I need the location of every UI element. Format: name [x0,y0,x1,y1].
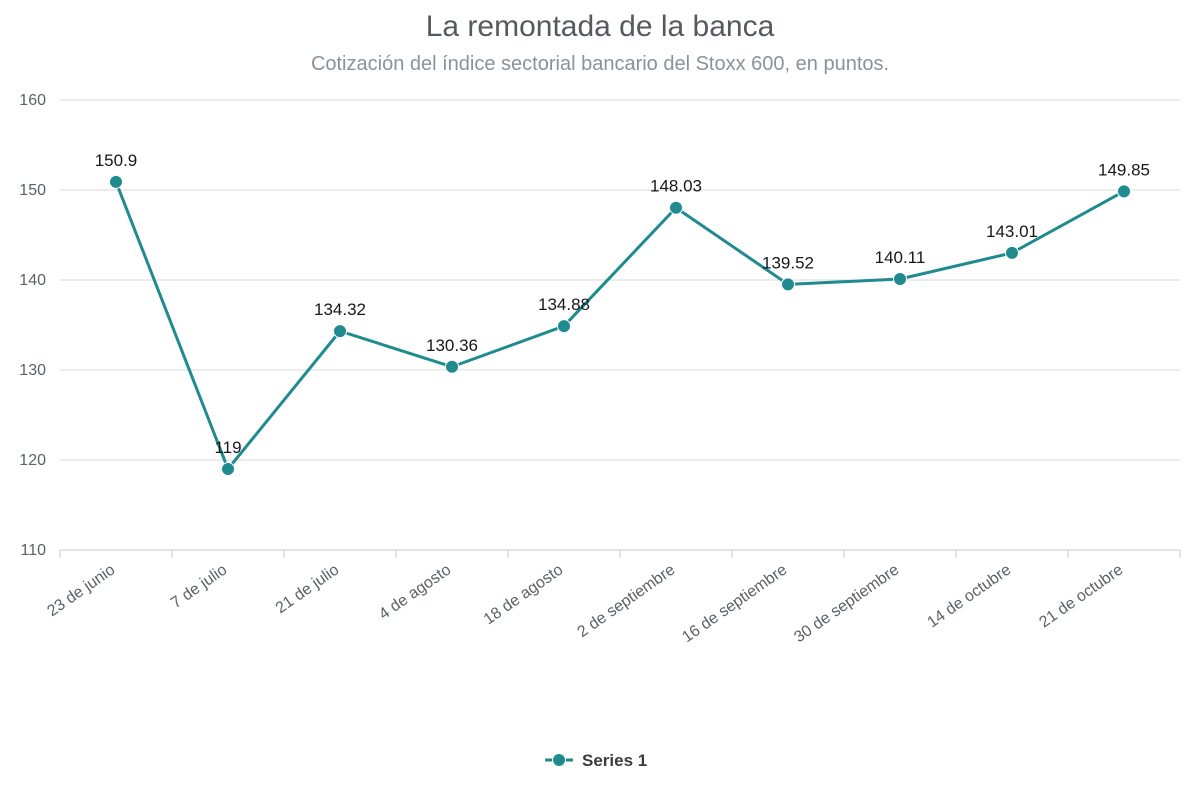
data-label: 140.11 [875,248,926,267]
x-tick-label: 21 de julio [273,561,343,617]
data-label: 130.36 [426,336,478,355]
data-label: 149.85 [1098,160,1150,179]
legend[interactable]: Series 1 [545,751,647,770]
legend-label: Series 1 [582,751,647,770]
x-tick-label: 21 de octubre [1036,561,1126,631]
data-point[interactable] [110,175,123,188]
data-point[interactable] [558,320,571,333]
data-point[interactable] [334,325,347,338]
data-label: 143.01 [986,222,1038,241]
y-tick-label: 130 [19,362,46,379]
data-point[interactable] [1006,246,1019,259]
y-tick-label: 140 [19,272,46,289]
x-tick-label: 7 de julio [168,561,230,612]
legend-marker-icon [553,754,566,767]
data-label: 134.88 [538,295,590,314]
chart-subtitle: Cotización del índice sectorial bancario… [311,53,889,75]
data-point[interactable] [782,278,795,291]
data-point[interactable] [670,201,683,214]
data-label: 119 [214,438,241,457]
y-tick-label: 110 [20,542,46,559]
x-tick-label: 4 de agosto [376,561,454,623]
data-point[interactable] [446,360,459,373]
x-tick-label: 30 de septiembre [791,561,902,646]
y-tick-label: 150 [19,182,46,199]
x-tick-label: 2 de septiembre [575,561,679,641]
data-label: 148.03 [650,177,702,196]
series-line [116,182,1124,469]
x-tick-label: 14 de octubre [924,561,1014,631]
line-chart: La remontada de la banca Cotización del í… [0,0,1200,800]
data-point[interactable] [894,273,907,286]
chart-title: La remontada de la banca [426,10,775,43]
data-label: 150.9 [95,151,138,170]
x-tick-label: 16 de septiembre [679,561,790,646]
data-point[interactable] [1118,185,1131,198]
data-point[interactable] [222,463,235,476]
x-tick-label: 18 de agosto [481,561,567,628]
x-tick-label: 23 de junio [44,561,118,620]
y-tick-label: 120 [19,452,46,469]
y-tick-label: 160 [19,92,46,109]
data-label: 134.32 [314,300,366,319]
data-label: 139.52 [762,253,814,272]
chart-container: La remontada de la banca Cotización del í… [0,0,1200,800]
